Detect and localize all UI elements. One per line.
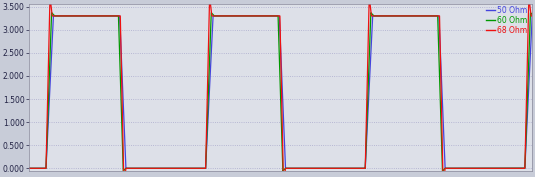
68 Ohm: [51, 15, 57, 17]
60 Ohm: [208, 14, 215, 16]
60 Ohm: [439, 170, 446, 172]
50 Ohm: [399, 15, 406, 17]
68 Ohm: [346, 167, 352, 169]
50 Ohm: [50, 15, 57, 17]
50 Ohm: [426, 15, 432, 17]
68 Ohm: [529, 15, 535, 17]
60 Ohm: [26, 167, 32, 169]
Legend: 50 Ohm, 60 Ohm, 68 Ohm: 50 Ohm, 60 Ohm, 68 Ohm: [485, 5, 529, 36]
Line: 68 Ohm: 68 Ohm: [29, 0, 532, 177]
50 Ohm: [346, 167, 352, 169]
68 Ohm: [208, 9, 215, 11]
50 Ohm: [26, 167, 32, 169]
50 Ohm: [529, 15, 535, 17]
60 Ohm: [346, 167, 352, 169]
60 Ohm: [48, 12, 55, 14]
60 Ohm: [399, 15, 406, 17]
68 Ohm: [324, 167, 330, 169]
68 Ohm: [399, 15, 406, 17]
Line: 50 Ohm: 50 Ohm: [29, 16, 532, 168]
60 Ohm: [529, 14, 535, 16]
60 Ohm: [51, 14, 57, 16]
60 Ohm: [426, 15, 432, 17]
60 Ohm: [324, 167, 330, 169]
50 Ohm: [208, 53, 215, 55]
50 Ohm: [324, 167, 330, 169]
50 Ohm: [51, 15, 57, 17]
68 Ohm: [26, 167, 32, 169]
68 Ohm: [426, 15, 432, 17]
Line: 60 Ohm: 60 Ohm: [29, 13, 532, 171]
